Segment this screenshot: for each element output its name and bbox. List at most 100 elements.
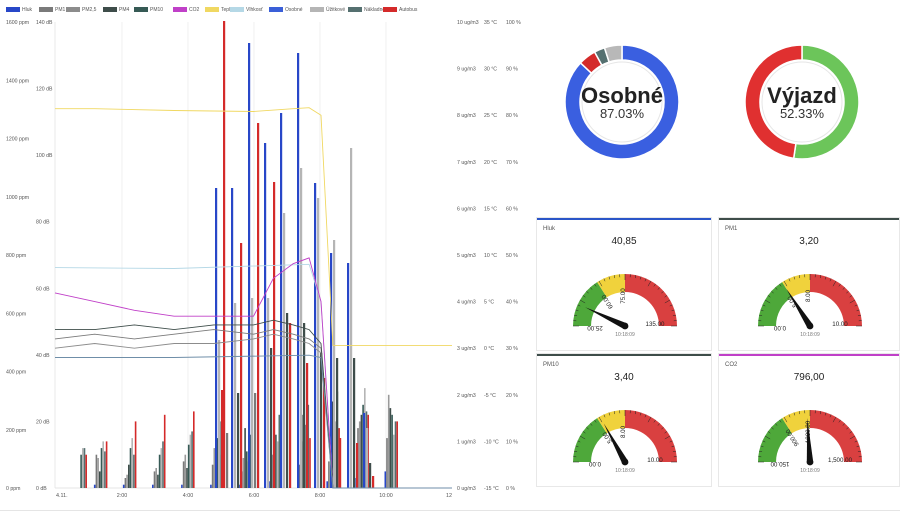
legend-item[interactable]: PM2,5	[66, 5, 96, 15]
gauge-title: CO2	[725, 362, 738, 368]
gauge-tick	[669, 440, 673, 443]
y-tick-label: 30 %	[506, 346, 518, 352]
bar	[248, 43, 251, 488]
gauge-tick	[598, 416, 603, 423]
gauge-tick	[579, 299, 586, 304]
legend-swatch	[269, 7, 283, 13]
donut-segment	[603, 44, 623, 63]
gauge-accent-bar	[537, 354, 711, 356]
bar	[264, 143, 267, 488]
gauge-tick	[653, 283, 656, 287]
legend-item[interactable]: Nákladné	[348, 5, 385, 15]
page-divider	[0, 510, 900, 511]
gauge-tick-label: 8.00	[805, 289, 812, 302]
bar	[85, 454, 87, 488]
gauge-band	[625, 410, 677, 462]
gauge-band	[625, 274, 677, 326]
gauge-tick	[829, 414, 832, 418]
bar	[278, 414, 281, 488]
gauge-tick	[824, 276, 827, 280]
gauge-tick	[653, 419, 656, 423]
legend-label: PM10	[150, 7, 164, 13]
gauge-tick	[582, 295, 586, 298]
gauge-tick	[577, 304, 581, 307]
gauge-tick	[788, 278, 791, 282]
y-tick-label: 0 dB	[36, 486, 47, 492]
gauge-max-label: 1,500.00	[828, 457, 853, 464]
bar	[336, 358, 339, 488]
legend-item[interactable]: Hluk	[6, 5, 32, 15]
bar	[270, 348, 273, 488]
y-tick-label: 0 %	[506, 486, 515, 492]
bar	[334, 421, 337, 488]
donut-segment	[744, 44, 803, 160]
gauge-time: 10:18:09	[615, 468, 635, 474]
bar	[99, 471, 101, 488]
legend-item[interactable]: Teplota	[205, 5, 237, 15]
gauge-title: Hluk	[543, 226, 556, 232]
gauge-tick	[644, 414, 647, 418]
bar	[333, 240, 336, 488]
gauge-min-label: 25.00	[587, 324, 603, 331]
gauge-tick	[819, 275, 822, 279]
y-tick-label: 8 ug/m3	[457, 113, 476, 119]
gauge-tick	[846, 291, 849, 294]
bar	[306, 363, 309, 488]
y-tick-label: 100 dB	[36, 153, 53, 159]
bar	[330, 253, 333, 488]
gauge-tick	[574, 450, 578, 453]
gauge-tick	[842, 423, 845, 426]
legend-swatch	[39, 7, 53, 13]
bar	[283, 213, 286, 488]
gauge-card-co2: CO2 796,00 150.00900.001000.001,500.0010…	[718, 353, 900, 487]
y-tick-label: 1200 ppm	[6, 137, 29, 143]
gauge-tick	[856, 445, 860, 448]
bar	[331, 401, 334, 488]
gauge-tick	[779, 419, 782, 423]
gauge-tick	[838, 283, 841, 287]
y-tick-label: 60 dB	[36, 286, 50, 292]
y-tick-label: 7 ug/m3	[457, 160, 476, 166]
donut-vehicle-type-value: 87.03%	[599, 106, 645, 121]
legend-swatch	[383, 7, 397, 13]
bar	[129, 448, 132, 488]
legend-swatch	[230, 7, 244, 13]
gauge-tick	[647, 280, 652, 287]
legend-item[interactable]: Úžitkové	[310, 5, 345, 15]
y-tick-label: 1400 ppm	[6, 78, 29, 84]
gauge-band	[782, 410, 810, 434]
bar	[218, 340, 221, 488]
gauge-tick	[661, 427, 664, 430]
gauge-tick	[647, 416, 652, 423]
legend-label: PM4	[119, 7, 130, 13]
bar	[215, 188, 218, 488]
gauge-tick	[664, 299, 671, 304]
gauge-tick	[832, 280, 837, 287]
legend-item[interactable]: CO2	[173, 5, 199, 15]
bar	[182, 461, 185, 488]
legend-item[interactable]: PM1	[39, 5, 65, 15]
gauge-tick	[639, 276, 642, 280]
legend-item[interactable]: Autobus	[383, 5, 417, 15]
bar	[83, 448, 86, 488]
y-tick-label: 1000 ppm	[6, 195, 29, 201]
bar	[153, 471, 156, 488]
legend-item[interactable]: PM10	[134, 5, 163, 15]
legend-item[interactable]: Vlhkosť	[230, 5, 263, 15]
gauge-tick	[775, 423, 778, 426]
gauge-tick-label: 75.00	[620, 288, 627, 304]
gauge-tick	[634, 411, 637, 415]
gauge-tick	[657, 423, 660, 426]
gauge-card-pm1: PM1 3,20 0.00 5.00 8.00 10.00 10:18:09	[718, 217, 900, 351]
gauge-value: 796,00	[793, 372, 825, 383]
bar	[350, 148, 353, 488]
gauge-tick	[590, 423, 593, 426]
legend-item[interactable]: Osobné	[269, 5, 303, 15]
legend-item[interactable]: PM4	[103, 5, 129, 15]
gauge-card-hluk: Hluk 40,85 25.00 60.00 75.00 135.00 10:18:09	[536, 217, 712, 351]
gauge-hub	[621, 458, 629, 466]
gauge-tick	[577, 440, 581, 443]
donut-segment	[564, 44, 680, 160]
gauge-tick	[574, 314, 578, 317]
